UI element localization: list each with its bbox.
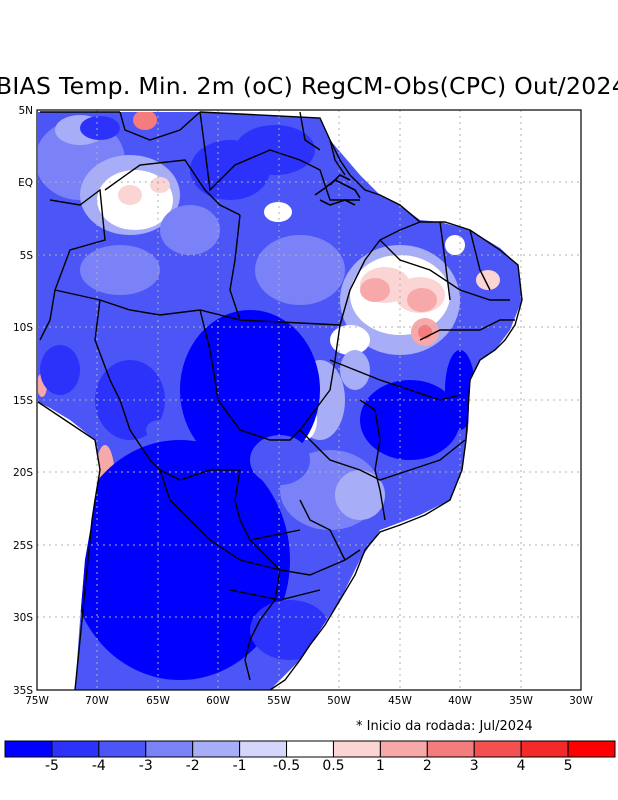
plot-frame: [36, 109, 582, 691]
colorbar-swatch: [98, 740, 147, 758]
lon-tick-label: 45W: [388, 695, 412, 707]
colorbar-label: 4: [516, 758, 526, 774]
colorbar-label: 2: [422, 758, 432, 774]
colorbar-swatch: [332, 740, 381, 758]
colorbar-swatch: [192, 740, 241, 758]
lon-tick-label: 70W: [85, 695, 109, 707]
colorbar-swatch: [426, 740, 475, 758]
colorbar-swatch: [145, 740, 194, 758]
lat-axis: 5N EQ 5S 10S 15S 20S 25S 30S 35S: [13, 105, 33, 697]
run-start-note: * Inicio da rodada: Jul/2024: [356, 719, 533, 734]
lon-tick-label: 65W: [146, 695, 170, 707]
colorbar-swatch: [239, 740, 288, 758]
lon-tick-label: 40W: [448, 695, 472, 707]
colorbar-label: -1: [232, 758, 247, 774]
map-title: BIAS Temp. Min. 2m (oC) RegCM-Obs(CPC) O…: [0, 72, 618, 100]
colorbar-swatch: [51, 740, 100, 758]
colorbar-swatch: [567, 740, 616, 758]
bias-map: 5N EQ 5S 10S 15S 20S 25S 30S 35S 75W 70W…: [13, 105, 594, 707]
colorbar-label: -3: [138, 758, 153, 774]
lat-tick-label: 35S: [13, 685, 33, 697]
colorbar-label: -5: [44, 758, 59, 774]
lat-tick-label: 20S: [13, 467, 33, 479]
colorbar-label: 1: [375, 758, 385, 774]
lon-tick-label: 60W: [206, 695, 230, 707]
colorbar-swatch: [473, 740, 522, 758]
colorbar-label: -2: [185, 758, 200, 774]
colorbar-label: 5: [563, 758, 573, 774]
lat-tick-label: 30S: [13, 612, 33, 624]
grid-lines: [37, 110, 581, 690]
lon-axis: 75W 70W 65W 60W 55W 50W 45W 40W 35W 30W: [25, 695, 593, 707]
country-borders: [37, 111, 523, 690]
colorbar: [4, 740, 616, 758]
colorbar-label: 0.5: [322, 758, 345, 774]
colorbar-swatch: [379, 740, 428, 758]
colorbar-swatch: [520, 740, 569, 758]
colorbar-label: -0.5: [272, 758, 301, 774]
lat-tick-label: 15S: [13, 395, 33, 407]
lon-tick-label: 75W: [25, 695, 49, 707]
colorbar-label: -4: [91, 758, 106, 774]
lat-tick-label: 10S: [13, 322, 33, 334]
colorbar-swatch: [4, 740, 53, 758]
colorbar-swatch: [286, 740, 334, 758]
lon-tick-label: 30W: [569, 695, 593, 707]
lon-tick-label: 55W: [267, 695, 291, 707]
lon-tick-label: 35W: [509, 695, 533, 707]
lat-tick-label: 5N: [18, 105, 33, 117]
lat-tick-label: 5S: [20, 250, 34, 262]
lat-tick-label: 25S: [13, 540, 33, 552]
lon-tick-label: 50W: [327, 695, 351, 707]
lat-tick-label: EQ: [18, 177, 33, 189]
amazon-delta: [314, 174, 361, 206]
colorbar-label: 3: [469, 758, 479, 774]
